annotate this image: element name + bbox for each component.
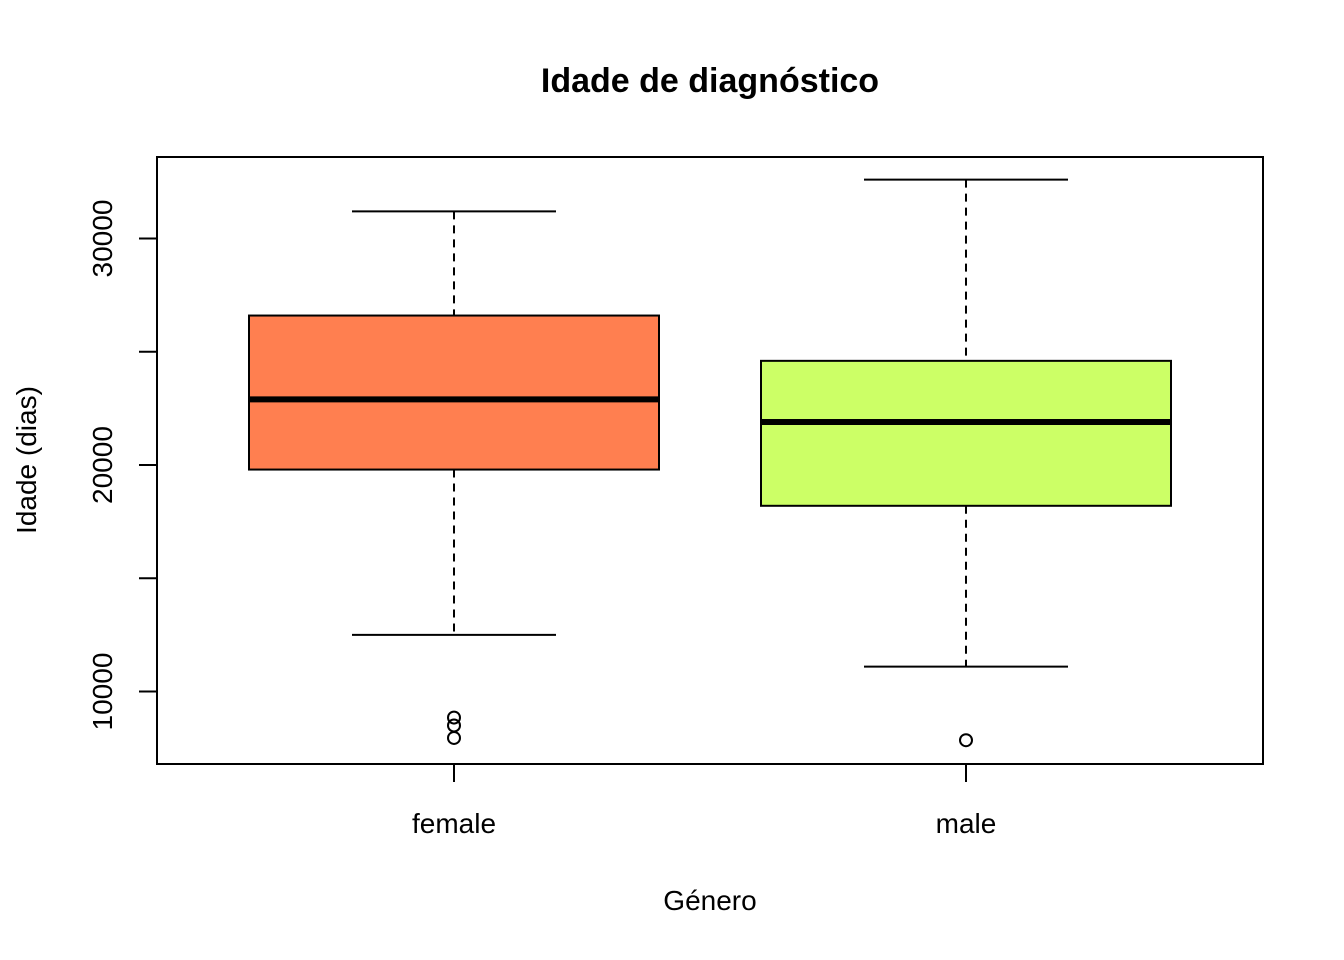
y-axis-label: Idade (dias) (11, 386, 42, 534)
y-tick-label: 10000 (87, 653, 118, 731)
box-male (760, 178, 1172, 748)
outlier-point (447, 710, 461, 725)
outlier-point (447, 718, 461, 733)
iqr-box (760, 359, 1172, 507)
y-tick-label: 30000 (87, 200, 118, 278)
x-tick-label: female (412, 808, 496, 839)
y-axis: 10000 20000 30000 (87, 200, 157, 731)
boxes (248, 178, 1172, 748)
x-tick-label: male (936, 808, 997, 839)
outlier-point (447, 730, 461, 745)
box-female (248, 210, 660, 745)
iqr-box (248, 314, 660, 471)
plot-frame (156, 156, 1264, 765)
y-tick-label: 20000 (87, 426, 118, 504)
outlier-point (959, 733, 973, 748)
chart-title: Idade de diagnóstico (541, 62, 879, 100)
x-axis-label: Género (663, 885, 756, 916)
x-axis: female male (412, 764, 996, 839)
